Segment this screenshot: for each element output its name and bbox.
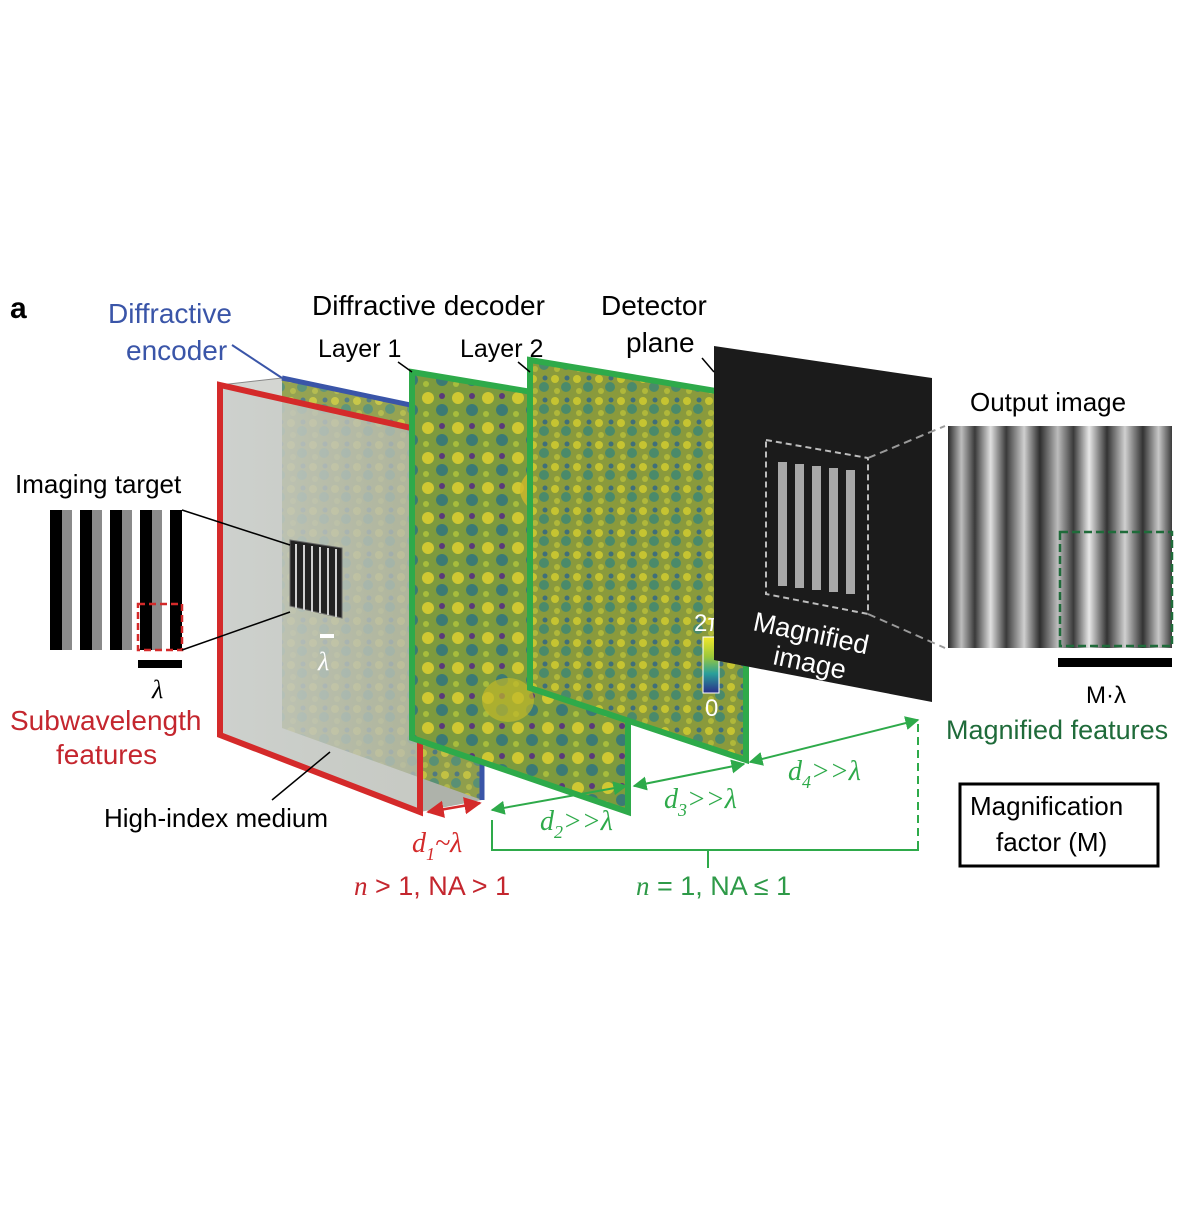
free-space-condition: n = 1, NA ≤ 1 (636, 871, 791, 901)
detector-roi-box (765, 438, 869, 616)
subwavelength-label-line2: features (56, 739, 157, 770)
colorbar-min-label: 0 (705, 695, 718, 722)
d1-label: d1~λ (412, 828, 462, 864)
detector-label-line2: plane (626, 327, 695, 358)
target-scale-bar (138, 660, 182, 668)
panel-label: a (10, 292, 27, 325)
encoder-label-line2: encoder (126, 335, 227, 366)
d1-arrow (426, 797, 482, 818)
d3-arrow (632, 759, 746, 791)
high-index-condition: n > 1, NA > 1 (354, 871, 510, 901)
target-lambda-label: λ (151, 675, 163, 704)
imaging-target-image (42, 510, 184, 652)
detector-plane (714, 346, 932, 702)
magnified-features-label: Magnified features (946, 715, 1168, 745)
magnification-factor-box (958, 782, 1160, 868)
decoder-label: Diffractive decoder (312, 290, 545, 321)
m-lambda-label: M·λ (1086, 682, 1126, 709)
encoder-lambda-label: λ (317, 647, 329, 676)
d3-label: d3>>λ (664, 784, 737, 820)
output-highlight-box (1058, 530, 1174, 648)
imaging-target-label: Imaging target (15, 469, 182, 499)
detector-label-line1: Detector (601, 290, 707, 321)
subwavelength-label-line1: Subwavelength (10, 705, 201, 736)
output-image-label: Output image (970, 387, 1126, 417)
magnification-label-line1: Magnification (970, 791, 1123, 821)
d4-label: d4>>λ (788, 756, 861, 792)
layer-2-label: Layer 2 (460, 335, 543, 363)
output-scale-bar (1058, 658, 1172, 667)
encoder-label-line1: Diffractive (108, 298, 232, 329)
encoder-red-frame (217, 381, 423, 817)
d4-arrow (748, 716, 920, 766)
high-index-medium-label: High-index medium (104, 803, 328, 833)
d2-arrow (490, 781, 628, 815)
layer-1-label: Layer 1 (318, 335, 401, 363)
d2-label: d2>>λ (540, 806, 613, 842)
decoder-layer-2 (527, 356, 749, 765)
free-space-bracket (491, 820, 919, 851)
target-highlight-box (136, 602, 184, 652)
magnification-label-line2: factor (M) (996, 827, 1107, 857)
